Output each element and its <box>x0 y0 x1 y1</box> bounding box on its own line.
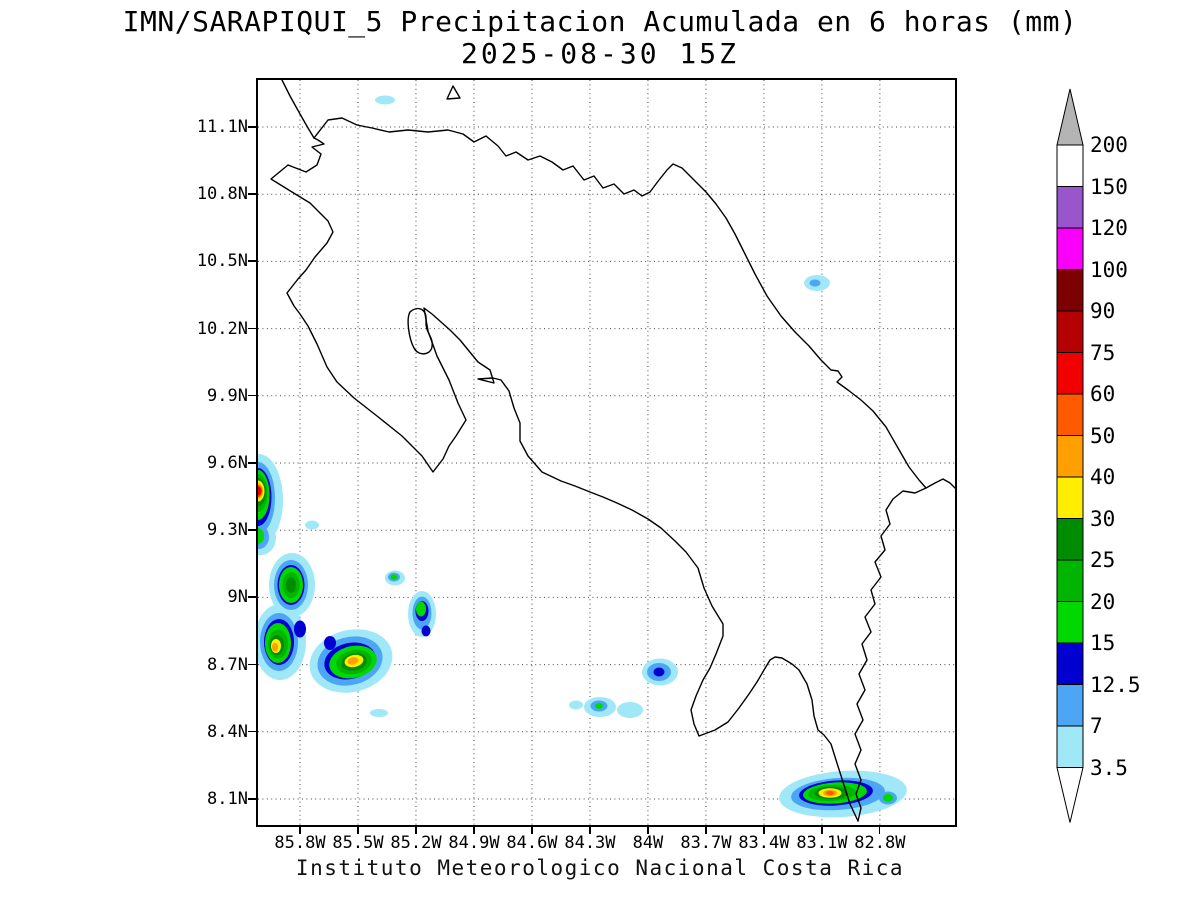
lat-tick-mark <box>248 394 256 397</box>
legend-tick-label: 60 <box>1090 382 1116 406</box>
grid-lines <box>258 80 955 825</box>
legend-color-box <box>1056 559 1084 602</box>
lat-tick-mark <box>248 596 256 598</box>
legend-tick-label: 30 <box>1090 506 1116 531</box>
lon-tick-mark <box>762 827 765 834</box>
lat-tick-label: 10.8N <box>196 184 248 205</box>
lon-tick-mark <box>704 827 707 834</box>
precipitation-shading <box>258 95 907 818</box>
lat-tick-mark <box>248 663 256 666</box>
legend-tick-label: 12.5 <box>1090 672 1141 697</box>
legend-tick-label: 150 <box>1090 174 1128 199</box>
lat-tick-mark <box>248 126 256 128</box>
legend-color-box <box>1056 684 1084 727</box>
legend-tick-label: 100 <box>1090 257 1128 282</box>
legend-color-box <box>1056 601 1084 644</box>
legend-tick-label: 20 <box>1090 589 1116 614</box>
lon-tick-label: 84.3W <box>564 833 616 853</box>
lat-tick-label: 10.5N <box>196 251 248 272</box>
coastline-borders <box>270 80 955 822</box>
lat-tick-label: 9.6N <box>207 453 248 473</box>
lon-tick-mark <box>299 827 301 834</box>
map-canvas <box>258 80 955 825</box>
lake-island <box>446 85 461 100</box>
legend-tick-label: 75 <box>1090 340 1116 365</box>
lat-tick-label: 9.9N <box>207 385 248 406</box>
figure-title: IMN/SARAPIQUI_5 Precipitacion Acumulada … <box>122 5 1078 38</box>
legend-tick-label: 90 <box>1090 299 1116 323</box>
legend-tick-label: 15 <box>1090 631 1116 655</box>
lat-tick-label: 11.1N <box>196 117 248 137</box>
legend-color-box <box>1056 269 1084 312</box>
lon-tick-mark <box>646 827 649 834</box>
shade-level-7-12.5mm <box>258 279 897 811</box>
pacific-coastline <box>270 137 859 822</box>
lat-tick-mark <box>248 730 256 733</box>
legend-color-box <box>1056 227 1084 270</box>
legend-color-box <box>1056 310 1084 353</box>
color-scale-legend <box>1056 88 1084 823</box>
lon-tick-mark <box>472 827 475 834</box>
lat-tick-label: 10.2N <box>196 318 248 339</box>
lon-tick-mark <box>820 827 823 834</box>
legend-color-box <box>1056 144 1084 187</box>
lon-tick-mark <box>356 827 359 834</box>
lon-tick-label: 84.6W <box>506 833 558 853</box>
lon-tick-label: 84W <box>632 833 664 853</box>
lon-tick-label: 83.4W <box>738 833 790 853</box>
legend-tick-label: 25 <box>1090 548 1116 572</box>
lat-tick-mark <box>248 529 256 531</box>
footer-institution: Instituto Meteorologico Nacional Costa R… <box>295 856 905 880</box>
lat-tick-mark <box>248 260 256 262</box>
lat-tick-mark <box>248 327 256 330</box>
legend-color-box <box>1056 186 1084 229</box>
legend-color-box <box>1056 435 1084 478</box>
nicaragua-border-caribbean-coast <box>281 80 955 489</box>
lat-tick-mark <box>248 798 256 800</box>
lat-tick-mark <box>248 193 256 195</box>
lon-tick-mark <box>414 827 417 834</box>
legend-tick-label: 7 <box>1090 714 1103 738</box>
lat-tick-label: 8.1N <box>207 789 248 809</box>
legend-color-box <box>1056 476 1084 519</box>
legend-tick-label: 120 <box>1090 216 1128 240</box>
lon-tick-label: 82.8W <box>854 833 906 853</box>
lon-tick-mark <box>530 827 533 834</box>
legend-color-box <box>1056 352 1084 395</box>
lon-tick-label: 85.2W <box>390 833 442 853</box>
legend-under-triangle <box>1056 767 1084 823</box>
lon-tick-label: 85.5W <box>332 833 384 853</box>
gulf-island <box>407 307 433 355</box>
shade-level-60-75mm <box>258 486 262 496</box>
legend-tick-label: 50 <box>1090 423 1116 448</box>
lon-tick-label: 83.7W <box>680 833 732 853</box>
lat-tick-mark <box>248 462 256 464</box>
lat-tick-label: 9.3N <box>207 520 248 541</box>
shade-level-3.5-7mm <box>258 95 907 818</box>
map-plot-frame <box>256 78 957 827</box>
lon-tick-label: 83.1W <box>796 833 848 853</box>
legend-over-triangle <box>1056 88 1084 146</box>
lon-tick-label: 84.9W <box>448 833 500 853</box>
lat-tick-label: 9N <box>227 587 248 608</box>
panama-border <box>854 487 927 822</box>
lon-tick-mark <box>878 827 881 834</box>
lat-tick-label: 8.4N <box>207 721 248 742</box>
lat-tick-label: 8.7N <box>207 654 248 675</box>
lon-tick-label: 85.8W <box>274 833 326 853</box>
legend-tick-label: 3.5 <box>1090 755 1128 780</box>
legend-tick-label: 200 <box>1090 133 1128 157</box>
lon-tick-mark <box>588 827 591 834</box>
legend-color-box <box>1056 518 1084 561</box>
legend-tick-label: 40 <box>1090 465 1116 489</box>
legend-color-box <box>1056 393 1084 436</box>
figure-subtitle-datetime: 2025-08-30 15Z <box>460 37 739 70</box>
legend-color-box <box>1056 725 1084 768</box>
legend-color-box <box>1056 642 1084 685</box>
